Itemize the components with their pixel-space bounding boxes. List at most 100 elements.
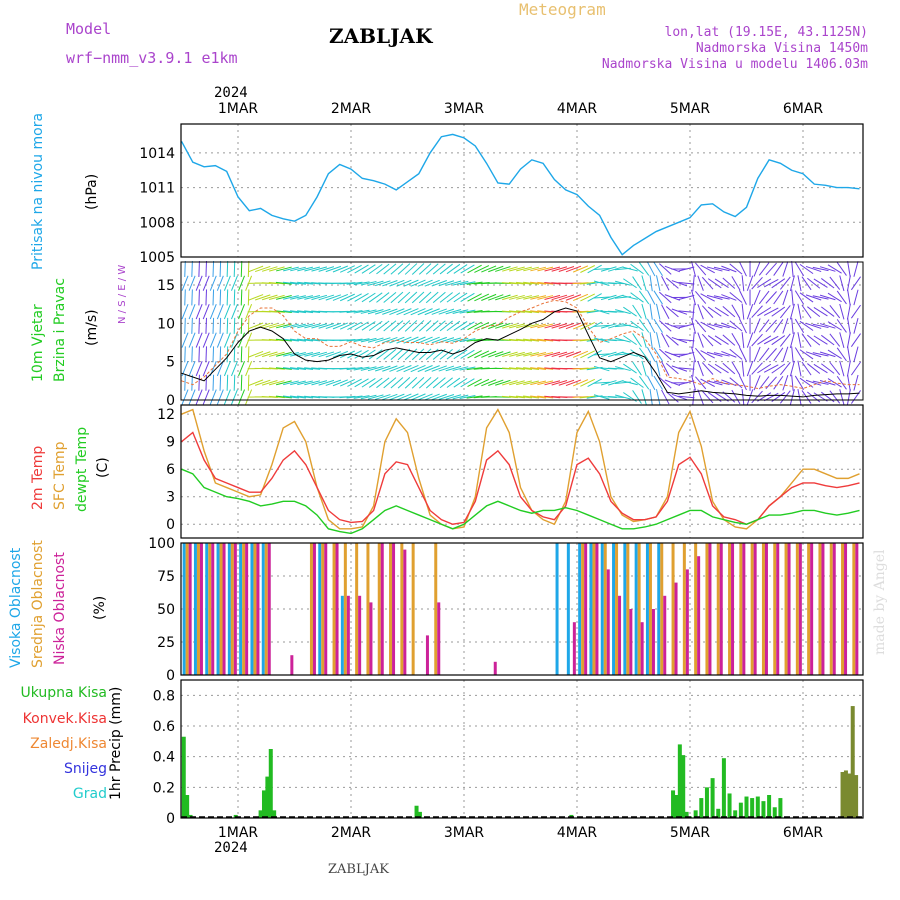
wind-arrow bbox=[773, 290, 784, 305]
wind-arrow bbox=[216, 332, 224, 348]
cloud-low-bar bbox=[855, 543, 859, 675]
wind-arrow bbox=[580, 265, 596, 273]
wind-arrow bbox=[661, 361, 670, 376]
cloud-mid-bar bbox=[671, 543, 675, 675]
wind-arrow bbox=[544, 351, 561, 357]
wind-arrow bbox=[530, 323, 547, 329]
precip-bar bbox=[727, 793, 732, 818]
wind-arrow bbox=[729, 348, 743, 360]
cloud-high-bar bbox=[578, 543, 582, 675]
wind-arrow bbox=[354, 378, 369, 388]
wind-arrow bbox=[181, 389, 189, 405]
y-tick-label: 100 bbox=[148, 536, 175, 552]
wind-arrow bbox=[383, 263, 397, 275]
wind-arrow bbox=[276, 323, 292, 329]
cloud-mid-bar bbox=[728, 543, 732, 675]
wind-arrow bbox=[254, 322, 271, 329]
wind-arrow bbox=[836, 262, 847, 276]
wind-arrow bbox=[290, 266, 306, 272]
wind-arrow bbox=[779, 305, 791, 319]
cloud-mid-bar bbox=[309, 543, 313, 675]
wind-arrow bbox=[276, 295, 292, 300]
wind-arrow bbox=[268, 351, 285, 357]
wind-arrow bbox=[530, 338, 547, 342]
y-tick-label: 1014 bbox=[139, 146, 175, 162]
wind-arrow bbox=[678, 294, 695, 300]
wind-arrow bbox=[347, 350, 362, 359]
wind-arrow bbox=[758, 347, 770, 361]
wind-arrow bbox=[226, 317, 229, 334]
wind-arrow bbox=[649, 303, 653, 320]
precip-bar bbox=[265, 776, 270, 818]
wind-arrow bbox=[339, 293, 355, 302]
wind-arrow bbox=[304, 323, 321, 329]
wind-arrow bbox=[508, 338, 525, 342]
precip-bar bbox=[750, 798, 755, 818]
cloud-low-bar bbox=[380, 543, 384, 675]
cloud-mid-bar bbox=[841, 543, 845, 675]
wind-arrow bbox=[304, 338, 321, 342]
year-bottom: 2024 bbox=[214, 840, 248, 856]
wind-arrow bbox=[418, 320, 432, 332]
wind-arrow bbox=[695, 291, 707, 304]
wind-arrow bbox=[678, 266, 695, 272]
wind-arrow bbox=[771, 306, 786, 317]
wind-arrow bbox=[460, 264, 475, 274]
wind-arrow bbox=[367, 309, 384, 315]
cloud-low-bar bbox=[335, 543, 339, 675]
precip-bar bbox=[268, 749, 273, 818]
cloud-low-bar bbox=[584, 543, 588, 675]
wind-arrow bbox=[332, 350, 349, 358]
wind-arrow bbox=[445, 308, 462, 315]
wind-arrow bbox=[248, 350, 264, 358]
wind-arrow bbox=[191, 346, 193, 363]
wind-arrow bbox=[438, 280, 455, 287]
wind-arrow bbox=[678, 380, 695, 386]
wind-arrow bbox=[671, 308, 688, 315]
precip-bar bbox=[704, 787, 709, 818]
wind-arrow bbox=[753, 318, 761, 334]
wind-arrow bbox=[600, 323, 617, 329]
wind-arrow bbox=[608, 294, 624, 301]
cloud-low-bar bbox=[810, 543, 814, 675]
wind-arrow bbox=[706, 266, 723, 272]
cloud-mid-bar bbox=[761, 543, 765, 675]
wind-arrow bbox=[325, 351, 342, 358]
wind-arrow bbox=[191, 260, 193, 278]
wind-arrow bbox=[791, 317, 794, 334]
wind-arrow bbox=[223, 360, 231, 377]
wind-arrow bbox=[622, 266, 638, 272]
wind-arrow bbox=[495, 379, 511, 386]
wind-arrow bbox=[516, 295, 532, 300]
wind-arrow bbox=[332, 379, 349, 387]
wind-arrow bbox=[508, 310, 525, 313]
wind-arrow bbox=[275, 310, 292, 314]
wind-arrow bbox=[446, 377, 461, 388]
wind-arrow bbox=[789, 303, 795, 320]
cloud-low-bar bbox=[787, 543, 791, 675]
wind-arrow bbox=[439, 377, 453, 389]
wind-arrow bbox=[813, 335, 828, 345]
wind-arrow bbox=[297, 295, 313, 300]
cloud-high-bar bbox=[612, 543, 616, 675]
wind-arrow bbox=[198, 346, 200, 363]
wind-arrow bbox=[501, 367, 518, 370]
product-title: Meteogram bbox=[519, 0, 606, 19]
wind-arrow bbox=[290, 352, 306, 357]
wind-arrow bbox=[847, 317, 851, 334]
wind-arrow bbox=[425, 377, 439, 389]
wind-arrow bbox=[367, 394, 384, 400]
wind-arrow bbox=[425, 291, 439, 304]
wind-arrow bbox=[219, 317, 222, 334]
wind-arrow bbox=[829, 276, 841, 290]
wind-arrow bbox=[205, 260, 207, 278]
wind-arrow bbox=[202, 275, 210, 291]
wind-arrows bbox=[181, 260, 861, 406]
wind-arrow bbox=[325, 294, 342, 301]
wind-arrow bbox=[773, 347, 784, 362]
wind-arrow bbox=[460, 321, 475, 331]
year-top: 2024 bbox=[214, 85, 248, 101]
precip-bar bbox=[755, 796, 760, 818]
wind-arrow bbox=[353, 309, 370, 314]
precip-bar bbox=[681, 755, 686, 818]
